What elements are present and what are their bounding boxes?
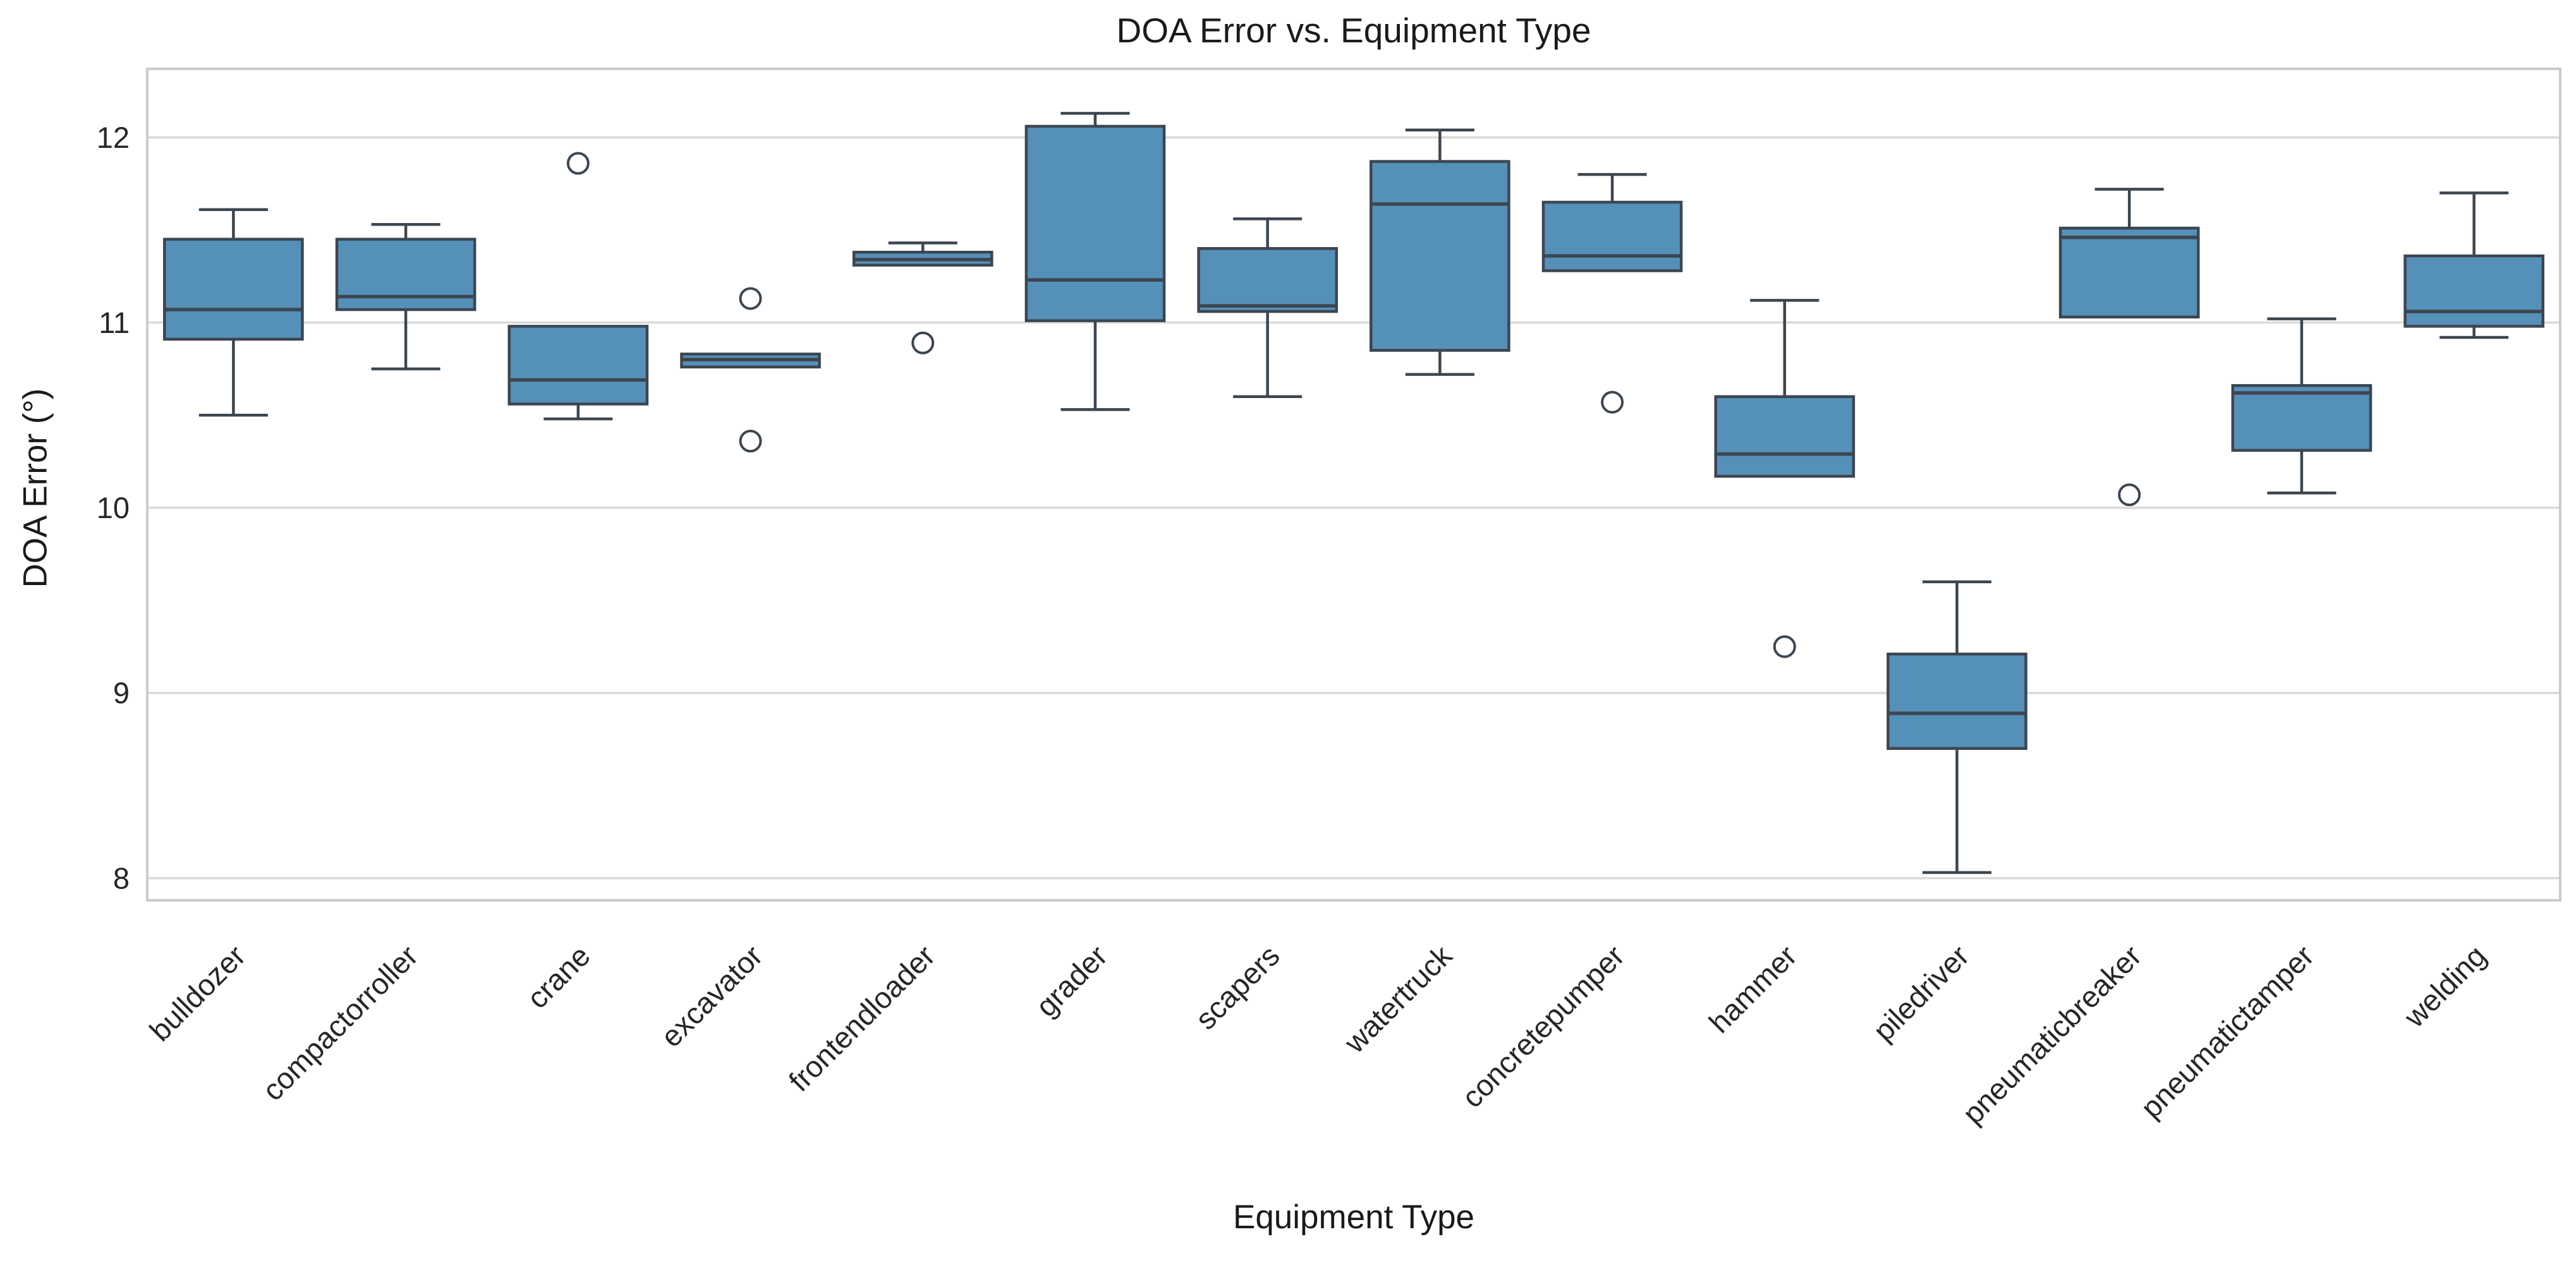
x-tick-label-watertruck: watertruck [1337,938,1459,1060]
y-tick-label-11: 11 [99,306,130,339]
box-rect [1714,395,1856,478]
box-rect [2403,254,2544,328]
x-tick-label-piledriver: piledriver [1866,939,1975,1048]
box-pneumatictamper [2231,317,2372,495]
x-tick-label-crane: crane [520,939,597,1015]
x-tick-label-pneumaticbreaker: pneumaticbreaker [1956,939,2148,1131]
plot-border [146,68,2561,902]
box-compactorroller [335,222,477,371]
box-concretepumper [1541,172,1683,414]
box-rect [507,325,649,406]
y-tick-label-10: 10 [97,491,130,524]
x-tick-label-excavator: excavator [654,939,769,1054]
x-axis-label: Equipment Type [1232,1199,1475,1236]
box-rect [2231,384,2372,452]
outlier-point [739,430,762,453]
box-rect [1886,652,2027,750]
x-tick-label-grader: grader [1029,939,1114,1024]
box-excavator [680,287,821,453]
outlier-point [566,152,590,175]
box-welding [2403,191,2544,339]
x-tick-label-concretepumper: concretepumper [1455,939,1631,1115]
y-tick-label-12: 12 [97,121,130,154]
box-pneumaticbreaker [2058,188,2200,507]
y-tick-label-8: 8 [113,861,130,895]
box-rect [163,238,304,341]
box-frontendloader [852,241,993,354]
x-tick-label-scapers: scapers [1189,939,1286,1036]
box-rect [1541,200,1683,272]
x-tick-label-hammer: hammer [1702,939,1802,1039]
y-tick-label-9: 9 [113,676,130,710]
x-tick-label-compactorroller: compactorroller [256,939,425,1108]
box-bulldozer [163,208,304,417]
box-rect [1370,160,1510,352]
outlier-point [1601,390,1624,414]
outlier-point [1773,635,1796,658]
box-hammer [1714,299,1856,658]
x-tick-label-welding: welding [2397,939,2493,1034]
box-piledriver [1886,580,2027,874]
box-scapers [1197,217,1338,399]
box-rect [1024,124,1166,322]
chart-title: DOA Error vs. Equipment Type [1116,11,1591,50]
box-crane [507,152,649,421]
box-grader [1024,112,1166,411]
box-rect [1197,247,1338,313]
x-tick-label-pneumatictamper: pneumatictamper [2134,939,2320,1125]
box-watertruck [1370,128,1510,376]
box-rect [2058,226,2200,318]
outlier-point [911,331,935,354]
x-tick-label-bulldozer: bulldozer [143,939,252,1048]
box-rect [335,238,477,311]
outlier-point [2118,483,2141,507]
outlier-point [739,287,762,310]
x-tick-label-frontendloader: frontendloader [782,939,941,1098]
